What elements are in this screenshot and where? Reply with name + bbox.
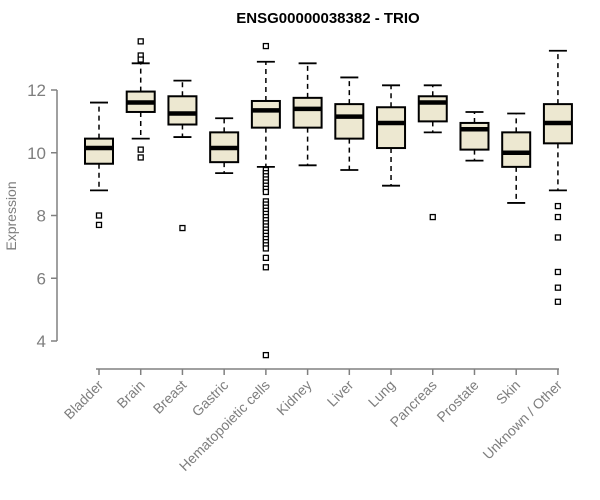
x-tick-label: Breast xyxy=(150,377,190,417)
boxplot-prostate xyxy=(459,111,490,162)
iqr-box xyxy=(292,96,323,129)
boxplots xyxy=(84,38,573,359)
outlier-point xyxy=(554,268,562,276)
outlier-point xyxy=(429,213,436,221)
outlier-point xyxy=(554,234,562,241)
y-tick-label: 6 xyxy=(37,269,46,288)
iqr-box xyxy=(417,95,448,123)
x-tick-label: Liver xyxy=(324,377,357,410)
y-tick-label: 8 xyxy=(37,207,46,226)
boxplot-liver xyxy=(334,76,365,171)
y-tick-label: 12 xyxy=(27,81,46,100)
iqr-box xyxy=(376,106,407,150)
boxplot-skin xyxy=(501,112,532,204)
iqr-box xyxy=(459,121,490,151)
outlier-point xyxy=(262,42,270,50)
iqr-box xyxy=(334,103,365,140)
x-tick-label: Skin xyxy=(493,377,524,408)
boxplot-kidney xyxy=(292,62,323,167)
outlier-point xyxy=(262,351,270,359)
boxplot-pancreas xyxy=(417,84,448,221)
outlier-point xyxy=(137,38,144,45)
outlier-point xyxy=(262,188,270,196)
iqr-box xyxy=(501,131,532,168)
outlier-point xyxy=(554,202,562,210)
outlier-point xyxy=(554,213,562,221)
outlier-point xyxy=(95,221,103,229)
y-tick-label: 4 xyxy=(37,332,46,351)
boxplot-breast xyxy=(167,79,198,232)
outlier-point xyxy=(137,56,144,63)
iqr-box xyxy=(84,137,114,165)
outlier-point xyxy=(262,264,270,271)
boxplot-gastric xyxy=(209,117,240,175)
outlier-point xyxy=(262,254,270,262)
outlier-point xyxy=(137,146,144,153)
outlier-point xyxy=(554,298,562,305)
outlier-point xyxy=(262,245,270,252)
outlier-point xyxy=(179,224,186,232)
boxplot-bladder xyxy=(84,101,114,229)
x-tick-label: Unknown / Other xyxy=(479,377,565,463)
boxplot-hematopoietic-cells xyxy=(250,42,281,359)
chart-title: ENSG00000038382 - TRIO xyxy=(236,10,420,27)
boxplot-lung xyxy=(376,84,407,187)
outlier-point xyxy=(137,154,144,161)
x-tick-label: Brain xyxy=(113,377,147,411)
y-tick-label: 10 xyxy=(27,144,46,163)
iqr-box xyxy=(250,99,281,129)
y-axis-label: Expression xyxy=(3,181,19,250)
outlier-point xyxy=(554,284,562,291)
outlier-point xyxy=(95,212,103,219)
x-tick-label: Prostate xyxy=(433,377,481,425)
x-tick-label: Lung xyxy=(365,377,398,410)
x-tick-label: Bladder xyxy=(61,377,107,423)
boxplot-unknown-other xyxy=(542,49,573,305)
iqr-box xyxy=(167,95,198,126)
x-tick-label: Kidney xyxy=(273,377,315,419)
boxplot-brain xyxy=(125,38,156,161)
